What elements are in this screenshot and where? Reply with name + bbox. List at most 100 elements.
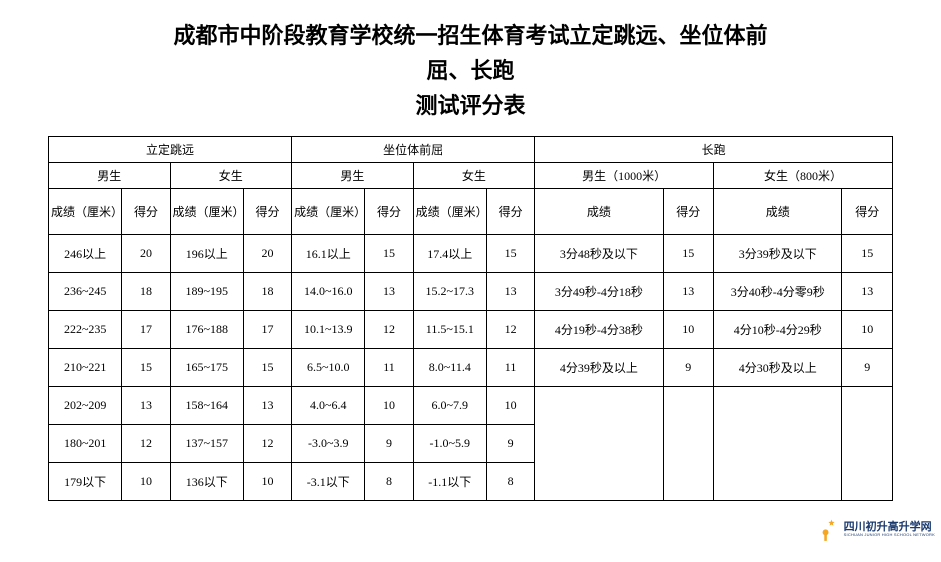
cell-sr-m-val: 10.1~13.9 [292,310,365,348]
title-line-1: 成都市中阶段教育学校统一招生体育考试立定跳远、坐位体前 [48,18,893,53]
cell-lj-f-val: 136以下 [170,462,243,500]
table-row: 202~20913158~164134.0~6.4106.0~7.910 [49,386,893,424]
cell-sr-f-val: 11.5~15.1 [413,310,486,348]
col-lj-m-pts: 得分 [122,188,170,234]
table-row: 246以上20196以上2016.1以上1517.4以上153分48秒及以下15… [49,234,893,272]
cell-lj-m-val: 246以上 [49,234,122,272]
col-lj-f-pts: 得分 [243,188,291,234]
cell-rn-m-val: 3分48秒及以下 [535,234,663,272]
cell-lj-m-val: 210~221 [49,348,122,386]
cell-rn-f-pts: 9 [842,348,893,386]
cell-sr-f-pts: 13 [486,272,534,310]
page-title-block: 成都市中阶段教育学校统一招生体育考试立定跳远、坐位体前 屈、长跑 测试评分表 [48,18,893,124]
cell-sr-m-pts: 8 [365,462,413,500]
col-sr-f-val: 成绩（厘米） [413,188,486,234]
col-sr-f-pts: 得分 [486,188,534,234]
score-table: 立定跳远 坐位体前屈 长跑 男生 女生 男生 女生 男生（1000米） 女生（8… [48,136,893,501]
header-row-gender: 男生 女生 男生 女生 男生（1000米） 女生（800米） [49,162,893,188]
col-lj-m-val: 成绩（厘米） [49,188,122,234]
watermark-text: 四川初升高升学网 SICHUAN JUNIOR HIGH SCHOOL NETW… [844,521,935,537]
watermark-logo-icon [806,512,840,546]
cell-lj-f-pts: 17 [243,310,291,348]
header-rn-female: 女生（800米） [714,162,893,188]
cell-sr-m-pts: 11 [365,348,413,386]
cell-rn-m-pts: 10 [663,310,713,348]
cell-lj-m-pts: 18 [122,272,170,310]
cell-sr-m-val: -3.1以下 [292,462,365,500]
header-row-columns: 成绩（厘米） 得分 成绩（厘米） 得分 成绩（厘米） 得分 成绩（厘米） 得分 … [49,188,893,234]
cell-rn-f-val: 3分40秒-4分零9秒 [714,272,842,310]
cell-rn-m-val-merged [535,386,663,500]
cell-sr-m-pts: 13 [365,272,413,310]
cell-sr-m-pts: 10 [365,386,413,424]
cell-rn-f-val: 4分10秒-4分29秒 [714,310,842,348]
cell-sr-m-val: 14.0~16.0 [292,272,365,310]
cell-rn-m-pts-merged [663,386,713,500]
cell-lj-m-val: 236~245 [49,272,122,310]
cell-sr-m-val: 16.1以上 [292,234,365,272]
cell-rn-m-pts: 15 [663,234,713,272]
cell-sr-f-pts: 11 [486,348,534,386]
cell-lj-f-pts: 15 [243,348,291,386]
cell-sr-m-val: 4.0~6.4 [292,386,365,424]
table-row: 236~24518189~1951814.0~16.01315.2~17.313… [49,272,893,310]
col-lj-f-val: 成绩（厘米） [170,188,243,234]
header-rn-male: 男生（1000米） [535,162,714,188]
cell-lj-f-pts: 12 [243,424,291,462]
table-row: 222~23517176~1881710.1~13.91211.5~15.112… [49,310,893,348]
cell-rn-m-val: 4分19秒-4分38秒 [535,310,663,348]
cell-lj-f-pts: 10 [243,462,291,500]
cell-lj-m-pts: 12 [122,424,170,462]
cell-sr-m-pts: 9 [365,424,413,462]
cell-sr-f-val: -1.0~5.9 [413,424,486,462]
cell-rn-f-val: 3分39秒及以下 [714,234,842,272]
cell-sr-m-val: -3.0~3.9 [292,424,365,462]
cell-rn-f-pts: 15 [842,234,893,272]
cell-sr-f-val: 6.0~7.9 [413,386,486,424]
cell-rn-f-val-merged [714,386,842,500]
cell-sr-f-val: 8.0~11.4 [413,348,486,386]
cell-sr-f-pts: 10 [486,386,534,424]
cell-lj-m-pts: 10 [122,462,170,500]
cell-lj-f-val: 158~164 [170,386,243,424]
col-rn-f-pts: 得分 [842,188,893,234]
header-lj-male: 男生 [49,162,171,188]
table-row: 210~22115165~175156.5~10.0118.0~11.4114分… [49,348,893,386]
cell-lj-m-val: 222~235 [49,310,122,348]
col-rn-m-pts: 得分 [663,188,713,234]
cell-lj-m-pts: 20 [122,234,170,272]
cell-sr-f-val: 17.4以上 [413,234,486,272]
cell-sr-f-pts: 12 [486,310,534,348]
cell-rn-f-val: 4分30秒及以上 [714,348,842,386]
header-longjump: 立定跳远 [49,136,292,162]
watermark-en: SICHUAN JUNIOR HIGH SCHOOL NETWORK [844,533,935,537]
cell-rn-m-pts: 9 [663,348,713,386]
cell-lj-m-pts: 15 [122,348,170,386]
cell-rn-m-val: 3分49秒-4分18秒 [535,272,663,310]
cell-lj-m-val: 180~201 [49,424,122,462]
cell-lj-f-val: 176~188 [170,310,243,348]
header-running: 长跑 [535,136,893,162]
cell-sr-f-pts: 9 [486,424,534,462]
header-sitreach: 坐位体前屈 [292,136,535,162]
cell-rn-f-pts: 10 [842,310,893,348]
cell-lj-f-val: 137~157 [170,424,243,462]
col-sr-m-pts: 得分 [365,188,413,234]
cell-lj-m-val: 202~209 [49,386,122,424]
cell-sr-f-val: -1.1以下 [413,462,486,500]
cell-lj-m-val: 179以下 [49,462,122,500]
cell-sr-m-val: 6.5~10.0 [292,348,365,386]
cell-rn-m-pts: 13 [663,272,713,310]
title-line-2: 屈、长跑 [48,53,893,88]
cell-lj-f-pts: 18 [243,272,291,310]
cell-rn-m-val: 4分39秒及以上 [535,348,663,386]
title-line-3: 测试评分表 [48,88,893,123]
cell-sr-f-pts: 15 [486,234,534,272]
cell-lj-f-pts: 13 [243,386,291,424]
col-rn-m-val: 成绩 [535,188,663,234]
header-sr-female: 女生 [413,162,535,188]
cell-sr-f-val: 15.2~17.3 [413,272,486,310]
col-sr-m-val: 成绩（厘米） [292,188,365,234]
header-lj-female: 女生 [170,162,292,188]
cell-sr-m-pts: 12 [365,310,413,348]
